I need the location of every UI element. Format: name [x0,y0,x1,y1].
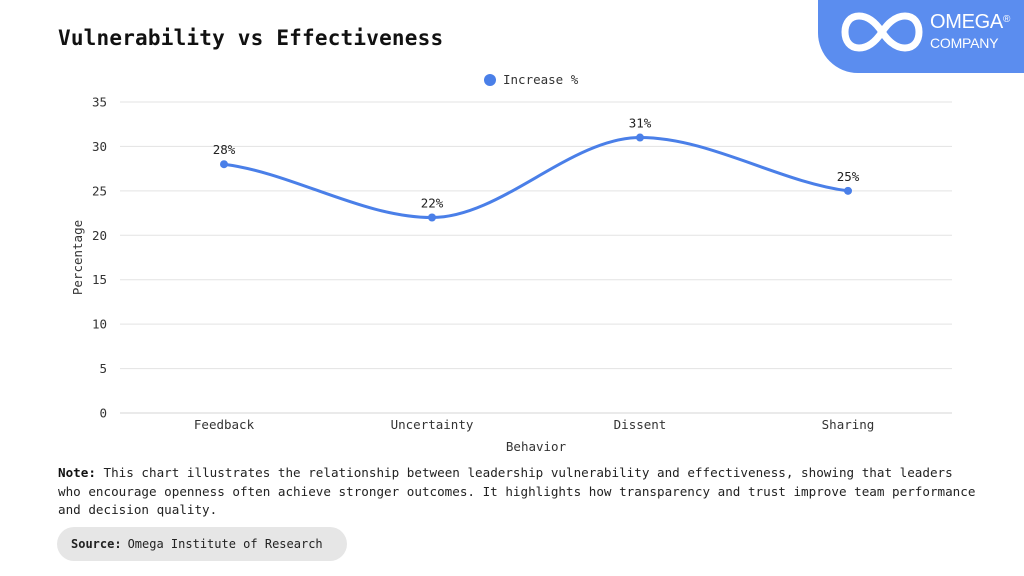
y-tick-label: 5 [99,361,107,376]
y-tick-label: 35 [92,95,107,110]
data-label: 25% [837,169,860,184]
logo-subtitle: COMPANY [930,35,999,51]
chart-note: Note: This chart illustrates the relatio… [58,464,978,520]
company-logo: OMEGA® COMPANY [818,0,1024,73]
data-label: 31% [629,116,652,131]
source-badge: Source: Omega Institute of Research [57,527,347,561]
x-axis-label: Behavior [506,439,567,454]
x-tick-label: Feedback [194,417,255,432]
source-text: Omega Institute of Research [127,537,323,551]
y-tick-label: 0 [99,406,107,421]
data-label: 28% [213,142,236,157]
legend-label: Increase % [503,72,579,87]
note-text: This chart illustrates the relationship … [58,465,976,517]
series-line [222,136,850,220]
x-tick-label: Sharing [822,417,875,432]
data-point [636,133,644,142]
chart-legend: Increase % [484,72,578,87]
data-label: 22% [421,196,444,211]
source-label: Source: [71,537,122,551]
data-point [844,186,852,195]
x-tick-label: Dissent [614,417,667,432]
data-point [220,160,228,169]
y-axis-label: Percentage [70,220,85,295]
logo-brand-name: OMEGA® [930,11,1011,33]
y-tick-label: 10 [92,317,107,332]
y-tick-label: 30 [92,139,107,154]
infinity-icon [841,12,923,52]
y-tick-label: 25 [92,183,107,198]
data-point [428,213,436,222]
y-tick-label: 15 [92,272,107,287]
chart-title: Vulnerability vs Effectiveness [58,26,444,50]
x-tick-label: Uncertainty [391,417,474,432]
note-label: Note: [58,465,96,480]
y-tick-label: 20 [92,228,107,243]
legend-marker [484,73,496,86]
